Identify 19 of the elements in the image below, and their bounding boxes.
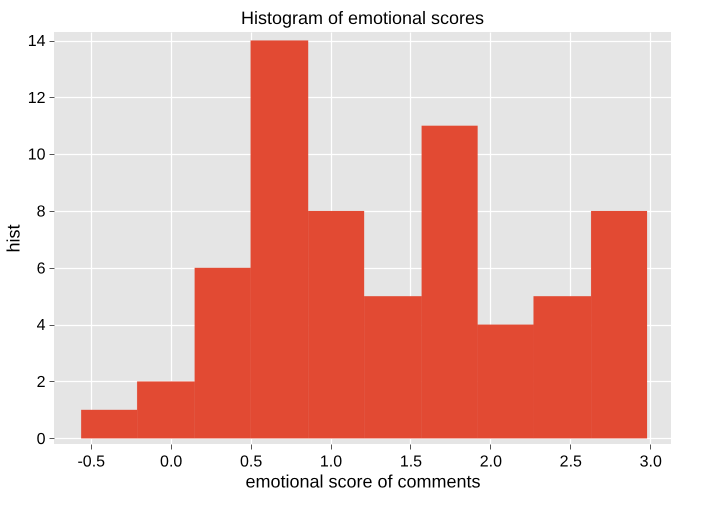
x-tick-label: 2.0 (480, 454, 502, 470)
x-tick-label: 1.0 (320, 454, 342, 470)
x-tick-label: 1.5 (400, 454, 422, 470)
x-tick-label: 2.5 (560, 454, 582, 470)
y-tick-label: 2 (36, 374, 46, 391)
y-tick-label: 8 (36, 204, 46, 221)
y-tick-label: 12 (28, 90, 46, 107)
y-tick-label: 14 (28, 33, 46, 50)
x-tick-label: 0.0 (160, 454, 182, 470)
x-tick-label: 0.5 (240, 454, 262, 470)
y-tick-label: 10 (28, 146, 46, 164)
x-axis-title: emotional score of comments (245, 472, 481, 492)
x-tick-label: 3.0 (640, 454, 662, 470)
y-tick-label: 6 (36, 260, 46, 278)
chart-title: Histogram of emotional scores (240, 8, 484, 28)
y-axis-title: hist (4, 224, 24, 253)
x-tick-label: -0.5 (77, 454, 106, 470)
y-tick-label: 4 (36, 317, 46, 334)
y-tick-label: 0 (36, 430, 46, 448)
